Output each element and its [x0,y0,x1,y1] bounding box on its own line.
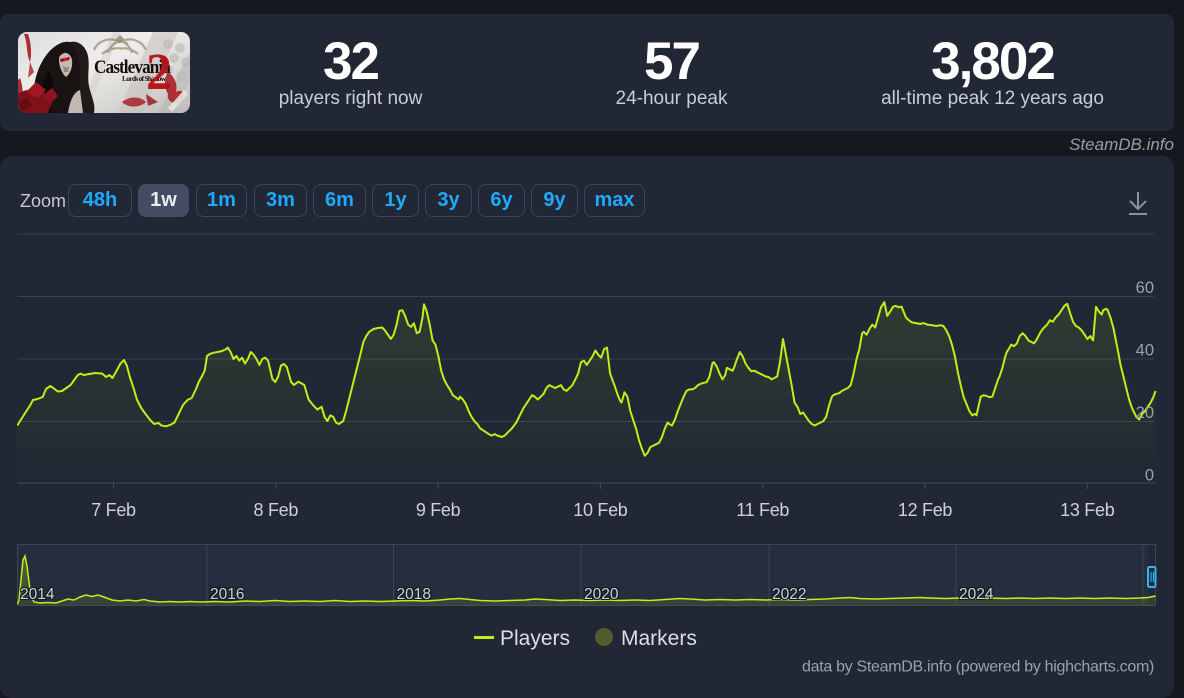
svg-text:7 Feb: 7 Feb [91,500,136,520]
svg-text:10 Feb: 10 Feb [573,500,628,520]
svg-text:data by SteamDB.info (powered: data by SteamDB.info (powered by highcha… [802,659,1154,676]
svg-text:40: 40 [1136,342,1154,360]
svg-text:20: 20 [1136,404,1154,422]
svg-text:2022: 2022 [772,586,806,603]
svg-text:2020: 2020 [584,586,619,603]
svg-text:Lords of Shadow: Lords of Shadow [122,74,167,83]
svg-text:8 Feb: 8 Feb [254,500,299,520]
svg-text:Players: Players [500,627,570,650]
svg-text:0: 0 [1145,467,1154,485]
svg-text:9 Feb: 9 Feb [416,500,461,520]
svg-text:12 Feb: 12 Feb [898,500,953,520]
svg-text:2014: 2014 [20,586,55,603]
svg-text:Castlevania: Castlevania [94,57,171,78]
svg-text:2018: 2018 [397,586,431,603]
svg-text:2024: 2024 [959,586,994,603]
svg-text:11 Feb: 11 Feb [736,500,789,520]
svg-text:Markers: Markers [621,627,697,650]
svg-text:2016: 2016 [210,586,244,603]
svg-text:13 Feb: 13 Feb [1060,500,1115,520]
svg-text:60: 60 [1136,279,1154,297]
